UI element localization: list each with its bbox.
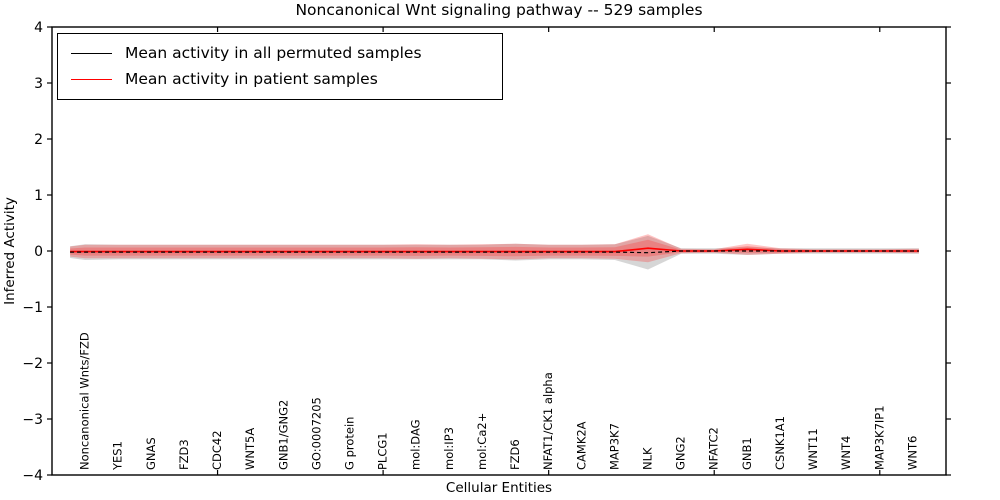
- x-category-label: GNB1/GNG2: [276, 400, 290, 470]
- x-category-label: YES1: [111, 441, 125, 471]
- permuted-mean-line: [70, 250, 919, 254]
- x-category-label: mol:Ca2+: [475, 413, 489, 470]
- x-category-label: NLK: [641, 447, 655, 470]
- x-category-label: PLCG1: [376, 432, 390, 470]
- x-category-label: WNT5A: [243, 428, 257, 470]
- x-category-label: CAMK2A: [574, 421, 588, 470]
- permuted-band: [70, 235, 919, 270]
- patient-band-outer: [70, 234, 919, 263]
- x-category-label: NFAT1/CK1 alpha: [541, 372, 555, 470]
- x-category-label: GNAS: [144, 437, 158, 470]
- y-axis-label: Inferred Activity: [2, 197, 18, 305]
- x-category-label: MAP3K7IP1: [872, 405, 886, 470]
- y-tick-label: −1: [22, 300, 43, 316]
- y-tick-label: −2: [22, 356, 43, 372]
- x-category-label: CSNK1A1: [773, 416, 787, 470]
- x-category-label: CDC42: [210, 430, 224, 470]
- y-tick-label: 4: [34, 20, 43, 36]
- y-tick-label: 0: [34, 244, 43, 260]
- black-line-swatch: [71, 52, 112, 54]
- legend-item-patient: Mean activity in patient samples: [58, 66, 502, 92]
- x-category-label: WNT4: [839, 436, 853, 470]
- x-category-label: GNB1: [740, 437, 754, 470]
- x-category-label: G protein: [343, 417, 357, 470]
- x-category-label: GNG2: [674, 436, 688, 470]
- legend-label-permuted: Mean activity in all permuted samples: [125, 44, 422, 62]
- x-category-label: Noncanonical Wnts/FZD: [78, 332, 92, 470]
- legend-box: Mean activity in all permuted samples Me…: [57, 33, 503, 100]
- x-category-label: GO:0007205: [309, 397, 323, 470]
- y-tick-label: −4: [22, 468, 43, 484]
- x-axis-label: Cellular Entities: [445, 480, 553, 496]
- legend-item-permuted: Mean activity in all permuted samples: [58, 40, 502, 66]
- x-category-label: mol:IP3: [442, 427, 456, 470]
- y-tick-label: 1: [34, 188, 43, 204]
- x-category-label: WNT11: [806, 428, 820, 470]
- chart-title: Noncanonical Wnt signaling pathway -- 52…: [295, 1, 703, 19]
- x-category-label: FZD3: [177, 439, 191, 470]
- x-category-label: WNT6: [905, 436, 919, 470]
- x-category-label: mol:DAG: [409, 419, 423, 470]
- y-tick-label: 3: [34, 76, 43, 92]
- x-category-label: FZD6: [508, 439, 522, 470]
- x-category-label: MAP3K7: [607, 423, 621, 470]
- red-line-swatch: [71, 78, 112, 80]
- legend-label-patient: Mean activity in patient samples: [125, 70, 378, 88]
- x-category-label: NFATC2: [707, 427, 721, 470]
- y-tick-label: 2: [34, 132, 43, 148]
- y-tick-label: −3: [22, 412, 43, 428]
